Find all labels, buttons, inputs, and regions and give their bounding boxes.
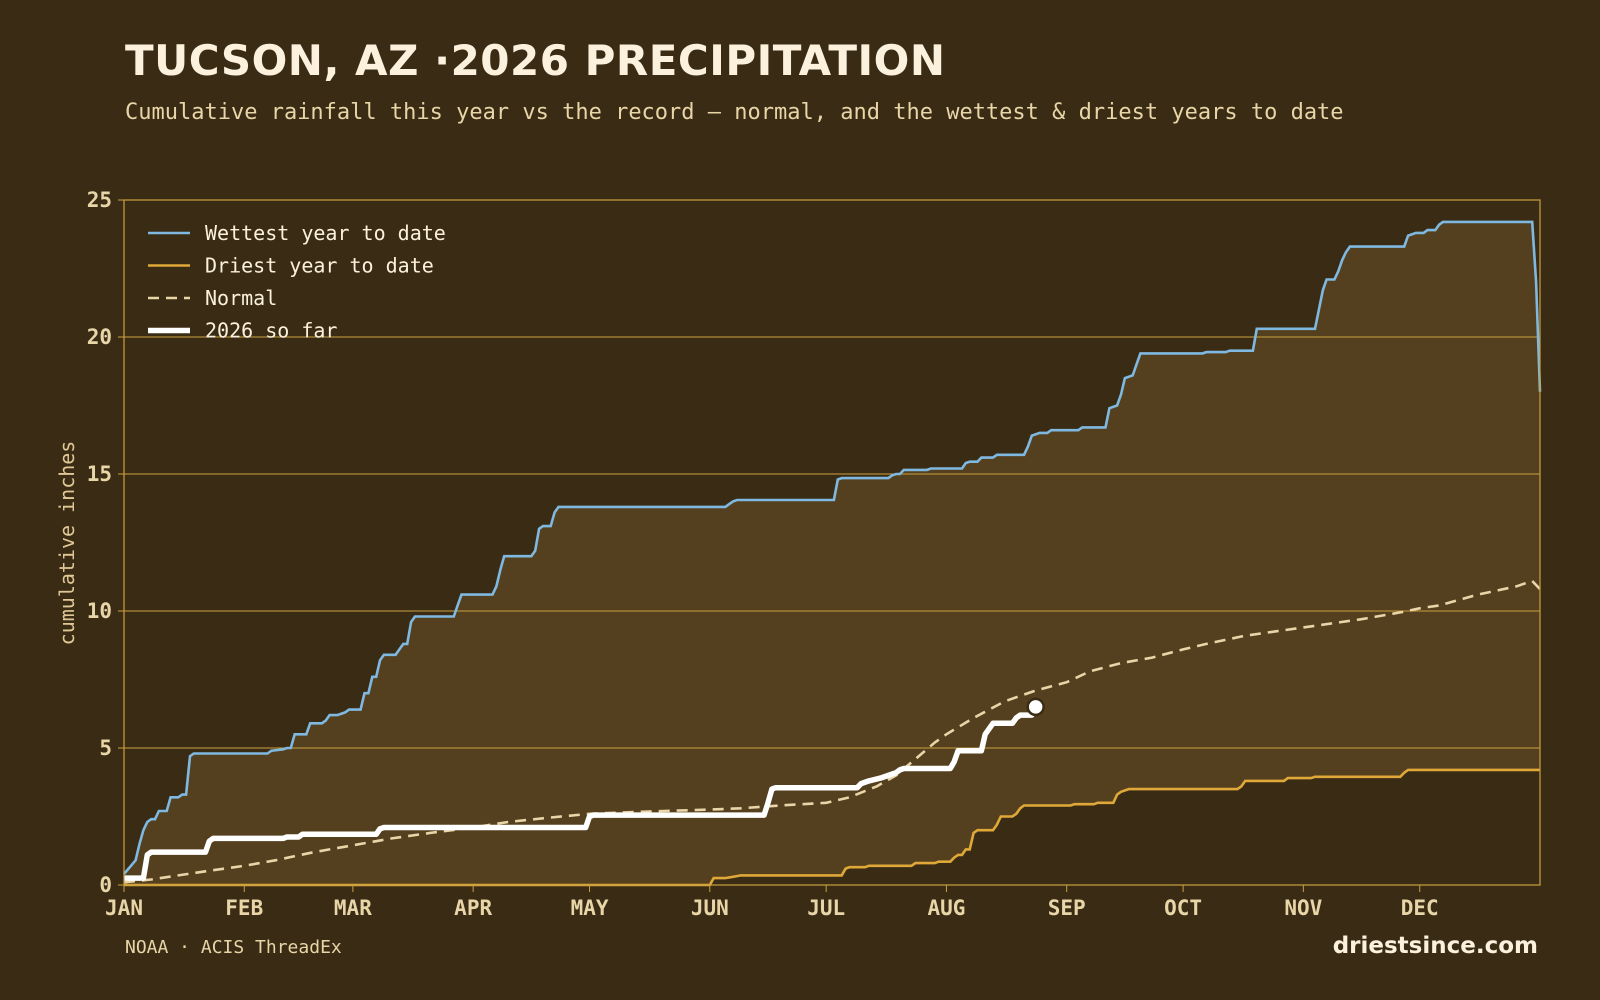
legend-label-normal: Normal bbox=[205, 286, 277, 310]
x-tick-label: JUN bbox=[691, 896, 729, 920]
legend-label-driest: Driest year to date bbox=[205, 254, 434, 278]
legend-label-current: 2026 so far bbox=[205, 319, 337, 343]
x-tick-label: JAN bbox=[105, 896, 143, 920]
legend: Wettest year to date Driest year to date N… bbox=[148, 221, 446, 343]
y-axis: 0 5 10 15 20 25 bbox=[87, 188, 124, 897]
y-axis-label: cumulative inches bbox=[55, 441, 79, 646]
y-tick-label: 10 bbox=[87, 599, 112, 623]
site-brand[interactable]: driestsince.com bbox=[1332, 933, 1538, 959]
plot-frame bbox=[123, 199, 1541, 886]
y-tick-label: 0 bbox=[99, 873, 112, 897]
page-title: TUCSON, AZ ·2026 PRECIPITATION bbox=[125, 36, 946, 85]
x-tick-label: MAR bbox=[334, 896, 372, 920]
x-tick-label: JUL bbox=[807, 896, 845, 920]
y-tick-label: 25 bbox=[87, 188, 112, 212]
y-tick-label: 15 bbox=[87, 462, 112, 486]
data-source: NOAA · ACIS ThreadEx bbox=[125, 937, 342, 958]
x-tick-label: APR bbox=[454, 896, 492, 920]
current-position-marker[interactable] bbox=[1026, 697, 1045, 717]
x-tick-label: DEC bbox=[1401, 896, 1439, 920]
series-line-wettest bbox=[123, 220, 1542, 875]
series-layer bbox=[123, 220, 1542, 887]
series-line-driest bbox=[124, 768, 1540, 887]
x-tick-label: AUG bbox=[927, 896, 965, 920]
x-tick-label: MAY bbox=[571, 896, 609, 920]
x-axis: JAN FEB MAR APR MAY JUN JUL AUG SEP OCT NOV DEC bbox=[105, 885, 1439, 920]
page-subtitle: Cumulative rainfall this year vs the rec… bbox=[125, 100, 1344, 125]
legend-label-wettest: Wettest year to date bbox=[205, 221, 446, 245]
x-tick-label: SEP bbox=[1048, 896, 1086, 920]
y-tick-label: 5 bbox=[99, 736, 112, 760]
series-line-current bbox=[124, 705, 1039, 881]
x-tick-label: NOV bbox=[1284, 896, 1322, 920]
x-tick-label: FEB bbox=[225, 896, 263, 920]
y-tick-label: 20 bbox=[87, 325, 112, 349]
x-tick-label: OCT bbox=[1164, 896, 1202, 920]
wettest-driest-band bbox=[124, 221, 1540, 885]
